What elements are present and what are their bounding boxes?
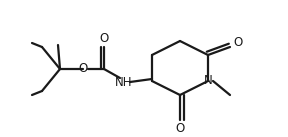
Text: NH: NH <box>115 75 133 89</box>
Text: O: O <box>233 36 242 49</box>
Text: O: O <box>99 32 109 45</box>
Text: O: O <box>78 62 88 75</box>
Text: O: O <box>175 122 185 135</box>
Text: N: N <box>204 75 212 88</box>
